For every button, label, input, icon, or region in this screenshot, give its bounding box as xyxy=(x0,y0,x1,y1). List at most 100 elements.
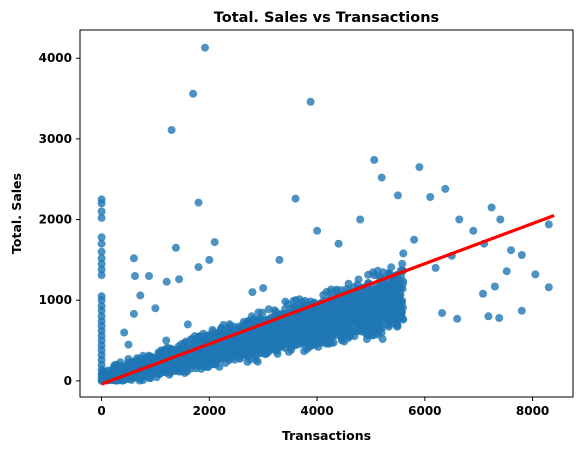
scatter-point xyxy=(194,263,203,272)
scatter-point xyxy=(97,247,106,256)
scatter-point xyxy=(136,291,145,300)
scatter-point xyxy=(183,320,192,329)
scatter-point xyxy=(453,314,462,323)
scatter-point xyxy=(277,323,286,331)
scatter-point xyxy=(469,226,478,235)
scatter-point xyxy=(138,358,147,367)
y-tick-label: 0 xyxy=(64,374,72,388)
scatter-point xyxy=(319,291,328,299)
scatter-point xyxy=(163,346,171,355)
scatter-point xyxy=(167,359,176,368)
scatter-point xyxy=(426,193,435,201)
y-tick-label: 4000 xyxy=(39,51,72,65)
scatter-point xyxy=(175,275,184,284)
scatter-point xyxy=(248,288,257,297)
scatter-point xyxy=(151,304,160,313)
scatter-point xyxy=(210,238,219,247)
scatter-point xyxy=(247,332,256,341)
scatter-point xyxy=(197,359,206,368)
scatter-point xyxy=(441,184,450,193)
x-tick-label: 0 xyxy=(97,404,105,418)
scatter-point xyxy=(209,328,218,337)
scatter-point xyxy=(239,348,248,357)
scatter-point xyxy=(259,284,268,293)
scatter-point xyxy=(378,281,387,289)
scatter-point xyxy=(291,296,300,305)
scatter-point xyxy=(298,315,307,324)
scatter-point xyxy=(147,369,156,377)
scatter-point xyxy=(97,233,106,242)
scatter-point xyxy=(204,355,213,364)
scatter-point xyxy=(180,338,189,347)
scatter-point xyxy=(217,323,226,332)
y-tick-label: 3000 xyxy=(39,132,72,146)
scatter-point xyxy=(495,314,504,322)
scatter-point xyxy=(507,246,515,255)
scatter-point xyxy=(367,322,376,331)
scatter-point xyxy=(391,293,399,302)
y-axis-title: Total. Sales xyxy=(9,173,24,254)
scatter-point xyxy=(371,296,380,305)
x-tick-label: 8000 xyxy=(516,404,549,418)
x-axis: 0 2000 4000 6000 8000 xyxy=(97,397,549,418)
scatter-point xyxy=(544,283,553,292)
scatter-point xyxy=(357,316,366,325)
scatter-point xyxy=(145,272,153,280)
scatter-point xyxy=(487,203,496,212)
scatter-point xyxy=(171,243,180,252)
scatter-point xyxy=(97,199,106,208)
scatter-point xyxy=(389,281,398,290)
scatter-point xyxy=(345,309,354,318)
scatter-point xyxy=(129,254,138,263)
scatter-point xyxy=(286,316,295,325)
scatter-point xyxy=(167,126,176,134)
y-tick-label: 1000 xyxy=(39,293,72,307)
scatter-point xyxy=(116,358,125,367)
scatter-point xyxy=(326,303,335,312)
scatter-point xyxy=(292,332,300,341)
scatter-point xyxy=(340,337,349,346)
scatter-point xyxy=(279,332,288,341)
scatter-point xyxy=(189,89,198,98)
scatter-point xyxy=(372,306,381,315)
scatter-point xyxy=(108,370,117,379)
scatter-point xyxy=(231,343,240,352)
y-tick-label: 2000 xyxy=(39,213,72,227)
scatter-point xyxy=(544,220,553,229)
scatter-point xyxy=(438,309,447,318)
scatter-point xyxy=(201,43,209,52)
scatter-point xyxy=(97,306,106,315)
scatter-point xyxy=(326,288,335,297)
scatter-point xyxy=(289,323,298,332)
scatter-point xyxy=(97,271,106,280)
scatter-point xyxy=(325,336,334,344)
scatter-point xyxy=(350,332,359,341)
scatter-point xyxy=(205,255,214,264)
scatter-point xyxy=(253,357,262,366)
scatter-point xyxy=(240,338,248,347)
scatter-point xyxy=(356,215,365,224)
scatter-point xyxy=(120,328,129,337)
scatter-point xyxy=(226,349,235,358)
scatter-point xyxy=(393,321,402,330)
scatter-point xyxy=(399,249,408,258)
scatter-point xyxy=(329,317,338,326)
scatter-point xyxy=(162,277,171,286)
scatter-point xyxy=(352,289,361,298)
points-layer xyxy=(97,43,553,385)
scatter-point xyxy=(97,207,106,216)
scatter-point xyxy=(267,330,276,339)
scatter-point xyxy=(207,346,216,355)
regression-line xyxy=(100,214,555,386)
plot-frame xyxy=(79,29,574,398)
scatter-point xyxy=(367,291,375,300)
scatter-point xyxy=(354,296,363,305)
scatter-point xyxy=(216,352,225,361)
scatter-point xyxy=(203,332,212,341)
scatter-point xyxy=(131,272,139,280)
scatter-point xyxy=(364,270,373,279)
scatter-point xyxy=(410,235,419,244)
scatter-point xyxy=(415,163,424,172)
scatter-point xyxy=(374,323,383,332)
